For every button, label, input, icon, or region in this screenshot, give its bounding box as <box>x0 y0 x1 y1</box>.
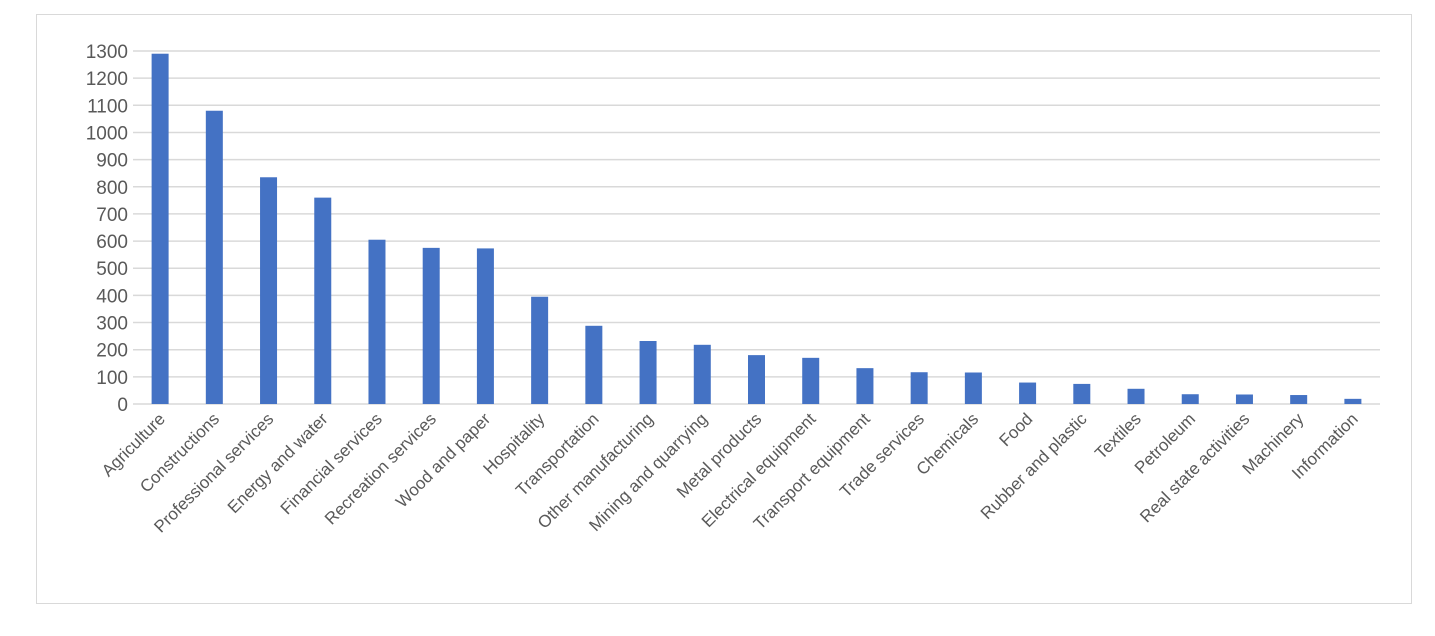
bar-textiles <box>1127 388 1145 404</box>
x-tick-label: Energy and water <box>224 409 332 517</box>
bar-information <box>1344 398 1362 404</box>
y-tick-label: 800 <box>96 178 128 199</box>
y-tick-label: 100 <box>96 368 128 389</box>
bar-constructions <box>205 110 223 404</box>
bar-wood-and-paper <box>476 248 494 404</box>
y-tick-label: 200 <box>96 341 128 362</box>
bar-transport-equipment <box>856 368 874 404</box>
y-tick-label: 900 <box>96 151 128 172</box>
bar-professional-services <box>260 177 278 404</box>
bar-financial-services <box>368 239 386 404</box>
bar-machinery <box>1290 395 1308 404</box>
bar-trade-services <box>910 372 928 404</box>
y-tick-label: 1100 <box>87 96 128 117</box>
y-tick-label: 1300 <box>86 42 128 63</box>
y-tick-label: 1000 <box>86 123 128 144</box>
bar-hospitality <box>531 296 549 404</box>
x-tick-label: Rubber and plastic <box>977 409 1091 523</box>
bar-agriculture <box>151 53 169 404</box>
x-tick-label: Financial services <box>277 409 386 518</box>
bar-food <box>1019 382 1037 404</box>
y-tick-label: 500 <box>96 259 128 280</box>
y-tick-label: 600 <box>96 232 128 253</box>
x-tick-label: Food <box>996 409 1037 450</box>
bar-electrical-equipment <box>802 357 820 404</box>
y-tick-label: 400 <box>96 286 128 307</box>
bar-energy-and-water <box>314 197 332 404</box>
chart-frame <box>36 14 1412 604</box>
bar-rubber-and-plastic <box>1073 383 1091 404</box>
bar-other-manufacturing <box>639 341 657 404</box>
x-tick-label: Textiles <box>1091 409 1145 463</box>
bar-transportation <box>585 325 603 404</box>
bar-metal-products <box>748 355 765 404</box>
y-tick-label: 700 <box>96 205 128 226</box>
x-tick-label: Wood and paper <box>392 409 494 511</box>
bar-mining-and-quarrying <box>693 344 711 404</box>
bar-real-state-activities <box>1235 394 1253 404</box>
y-tick-label: 1200 <box>86 69 128 90</box>
bar-recreation-services <box>422 247 440 404</box>
bar-chemicals <box>964 372 982 404</box>
y-tick-label: 0 <box>117 395 128 416</box>
bar-petroleum <box>1181 394 1199 404</box>
y-tick-label: 300 <box>96 314 128 335</box>
